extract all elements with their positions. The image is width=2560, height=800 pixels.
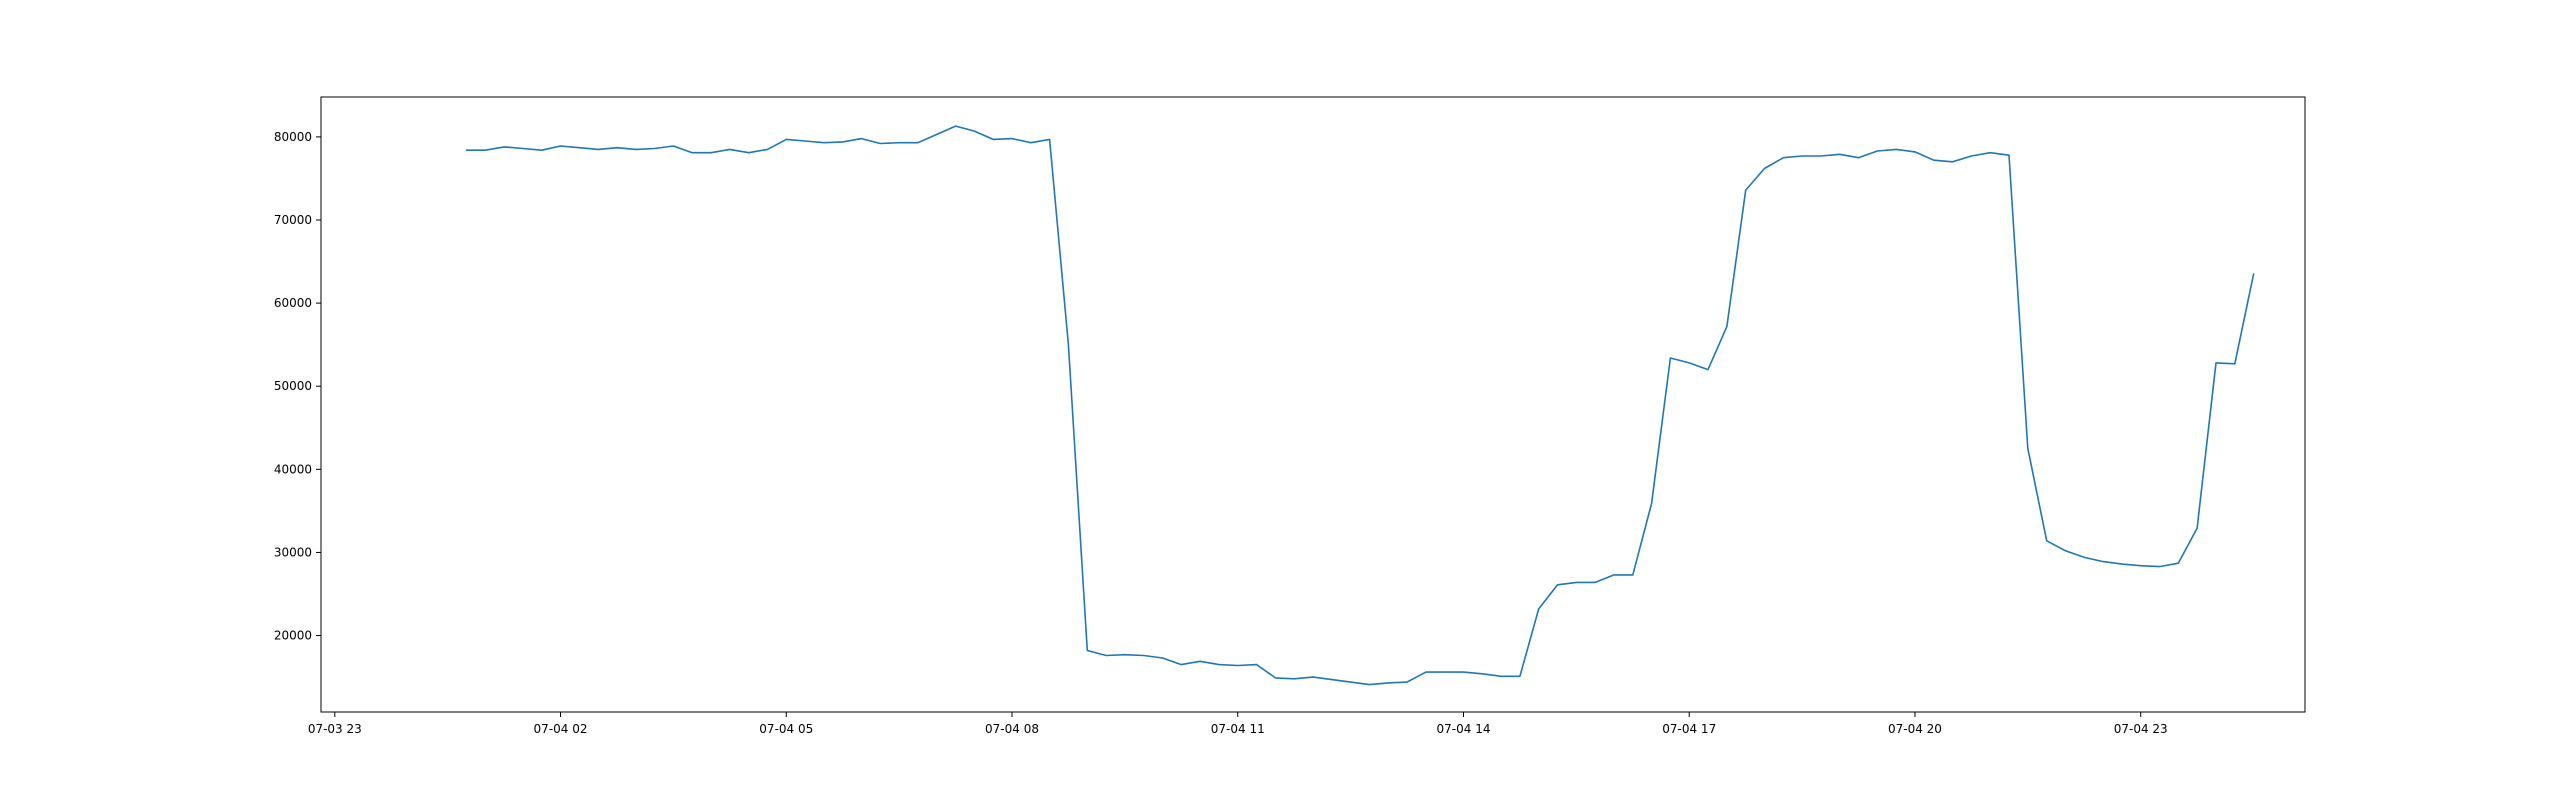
y-tick-label: 40000 (274, 462, 312, 476)
x-tick-label: 07-04 08 (985, 722, 1039, 736)
x-tick-label: 07-04 20 (1888, 722, 1942, 736)
series-line (465, 125, 2255, 686)
x-tick-label: 07-04 05 (759, 722, 813, 736)
x-axis: 07-03 23 07-04 02 07-04 05 07-04 08 07-04 11… (308, 712, 2168, 736)
y-tick-label: 30000 (274, 545, 312, 559)
y-tick-label: 50000 (274, 379, 312, 393)
y-tick-label: 20000 (274, 629, 312, 643)
x-tick-label: 07-04 02 (534, 722, 588, 736)
y-tick-label: 80000 (274, 130, 312, 144)
x-tick-label: 07-04 14 (1437, 722, 1491, 736)
y-tick-label: 70000 (274, 213, 312, 227)
x-tick-label: 07-04 11 (1211, 722, 1265, 736)
x-tick-label: 07-04 23 (2114, 722, 2168, 736)
x-tick-label: 07-03 23 (308, 722, 362, 736)
plot-frame (320, 96, 2306, 713)
y-tick-label: 60000 (274, 296, 312, 310)
x-tick-label: 07-04 17 (1662, 722, 1716, 736)
y-axis: 20000 30000 40000 50000 60000 70000 80000 (274, 130, 321, 643)
plot-area (321, 97, 2305, 712)
